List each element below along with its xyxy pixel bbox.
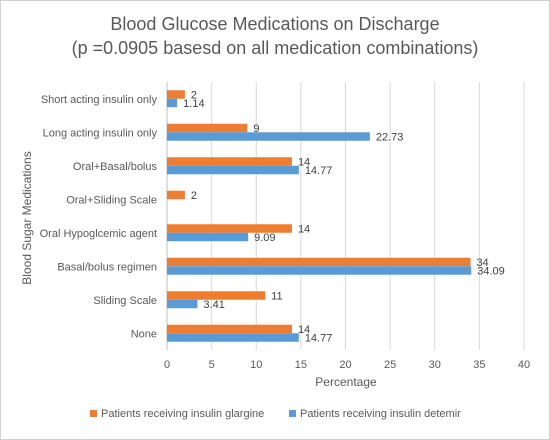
bar-glargine <box>167 291 266 300</box>
bar-glargine <box>167 157 292 166</box>
bar-detemir <box>167 232 249 242</box>
category-label: Short acting insulin only <box>41 94 158 106</box>
category-label: Oral Hypoglcemic agent <box>40 228 157 240</box>
data-label: 14.77 <box>305 165 333 177</box>
category-label: Oral+Sliding Scale <box>66 194 157 206</box>
chart-title: Blood Glucose Medications on Discharge <box>110 14 439 34</box>
legend-swatch-detemir <box>289 410 296 417</box>
data-label: 34 <box>476 257 488 269</box>
bar-detemir <box>167 132 370 141</box>
bar-glargine <box>167 257 471 267</box>
x-tick-label: 15 <box>295 359 307 371</box>
category-label: Basal/bolus regimen <box>57 261 157 273</box>
category-label: Oral+Basal/bolus <box>73 161 158 173</box>
bar-detemir <box>167 299 198 309</box>
data-label: 2 <box>191 89 197 101</box>
x-tick-label: 30 <box>429 359 441 371</box>
data-label: 3.41 <box>203 299 224 311</box>
bar-detemir <box>167 266 472 275</box>
chart-subtitle: (p =0.0905 basesd on all medication comb… <box>72 38 479 58</box>
data-label: 14.77 <box>305 332 333 344</box>
bar-glargine <box>167 123 248 133</box>
data-label: 14 <box>298 223 310 235</box>
data-label: 11 <box>271 290 282 302</box>
bar-glargine <box>167 90 185 99</box>
x-tick-label: 0 <box>164 359 170 371</box>
data-label: 14 <box>298 324 310 336</box>
bar-detemir <box>167 165 299 175</box>
x-tick-label: 20 <box>339 359 351 371</box>
data-labels: 21.14922.731414.772149.093434.09113.4114… <box>183 89 505 344</box>
x-tick-label: 35 <box>473 359 485 371</box>
bar-detemir <box>167 333 299 342</box>
bars <box>167 90 472 342</box>
legend: Patients receiving insulin glargine Pati… <box>90 408 461 420</box>
x-tick-label: 5 <box>209 359 215 371</box>
category-labels: Short acting insulin only Long acting ins… <box>40 94 158 341</box>
data-label: 9.09 <box>254 232 275 244</box>
bar-glargine <box>167 224 292 233</box>
data-label: 9 <box>253 123 259 135</box>
bar-glargine <box>167 324 292 334</box>
data-label: 1.14 <box>183 98 204 110</box>
legend-label-detemir: Patients receiving insulin detemir <box>300 408 461 420</box>
x-tick-label: 40 <box>518 359 530 371</box>
data-label: 34.09 <box>477 265 505 277</box>
category-label: None <box>131 328 157 340</box>
y-axis-label: Blood Sugar Medications <box>20 151 34 284</box>
category-label: Long acting insulin only <box>43 127 158 139</box>
legend-swatch-glargine <box>90 410 97 417</box>
data-label: 22.73 <box>376 131 404 143</box>
data-label: 14 <box>298 156 310 168</box>
x-tick-label: 10 <box>250 359 262 371</box>
x-tick-labels: 0 5 10 15 20 25 30 35 40 <box>164 359 530 371</box>
bar-detemir <box>167 98 178 108</box>
bar-glargine <box>167 190 185 200</box>
x-axis-label: Percentage <box>315 375 377 389</box>
data-label: 2 <box>191 190 197 202</box>
category-label: Sliding Scale <box>93 295 157 307</box>
x-tick-label: 25 <box>384 359 396 371</box>
legend-label-glargine: Patients receiving insulin glargine <box>101 408 264 420</box>
